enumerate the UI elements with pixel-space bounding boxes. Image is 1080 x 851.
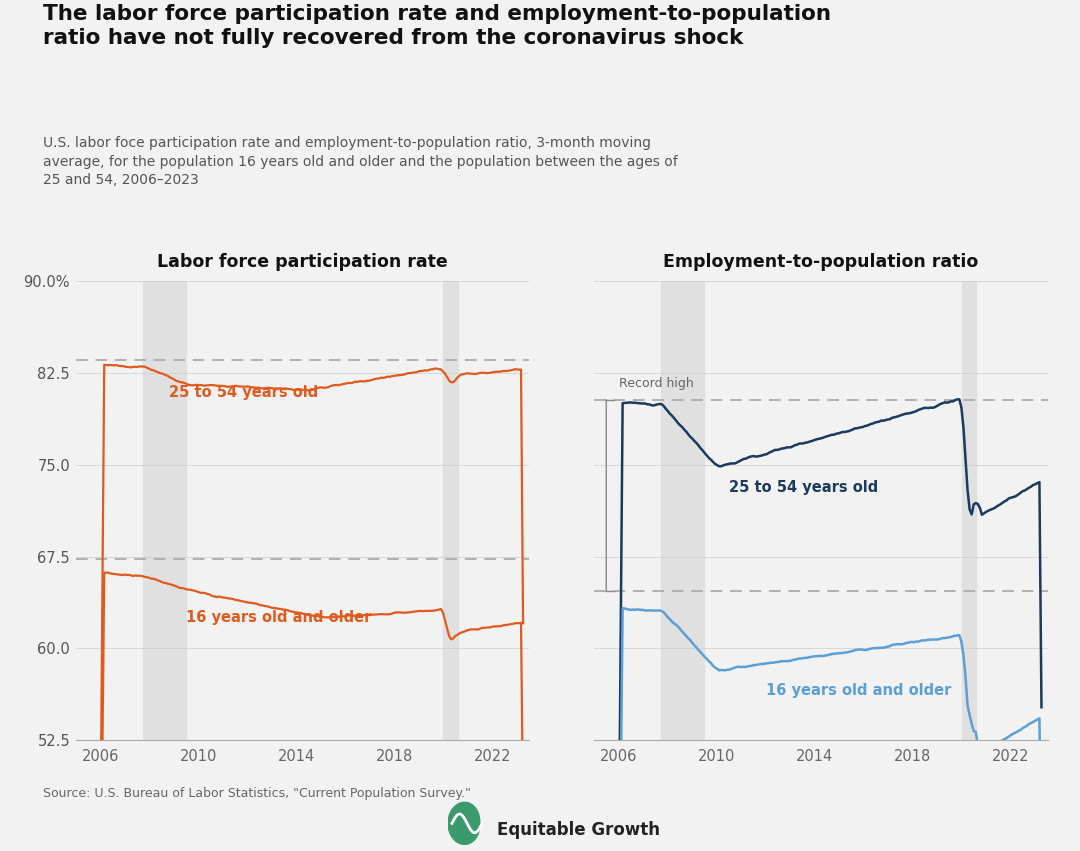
Text: The labor force participation rate and employment-to-population
ratio have not f: The labor force participation rate and e… [43, 4, 832, 49]
Text: Source: U.S. Bureau of Labor Statistics, "Current Population Survey.": Source: U.S. Bureau of Labor Statistics,… [43, 787, 471, 800]
Title: Labor force participation rate: Labor force participation rate [157, 253, 448, 271]
Bar [143, 281, 186, 740]
Text: 16 years old and older: 16 years old and older [766, 683, 951, 698]
Text: 25 to 54 years old: 25 to 54 years old [168, 386, 318, 400]
Title: Employment-to-population ratio: Employment-to-population ratio [663, 253, 978, 271]
Polygon shape [448, 802, 480, 844]
Text: Record high: Record high [619, 377, 693, 390]
Text: 16 years old and older: 16 years old and older [186, 609, 372, 625]
Text: U.S. labor foce participation rate and employment-to-population ratio, 3-month m: U.S. labor foce participation rate and e… [43, 136, 678, 187]
Text: Equitable Growth: Equitable Growth [497, 820, 660, 839]
Bar [962, 281, 976, 740]
Text: 25 to 54 years old: 25 to 54 years old [729, 480, 878, 494]
Bar [444, 281, 458, 740]
Bar [661, 281, 704, 740]
